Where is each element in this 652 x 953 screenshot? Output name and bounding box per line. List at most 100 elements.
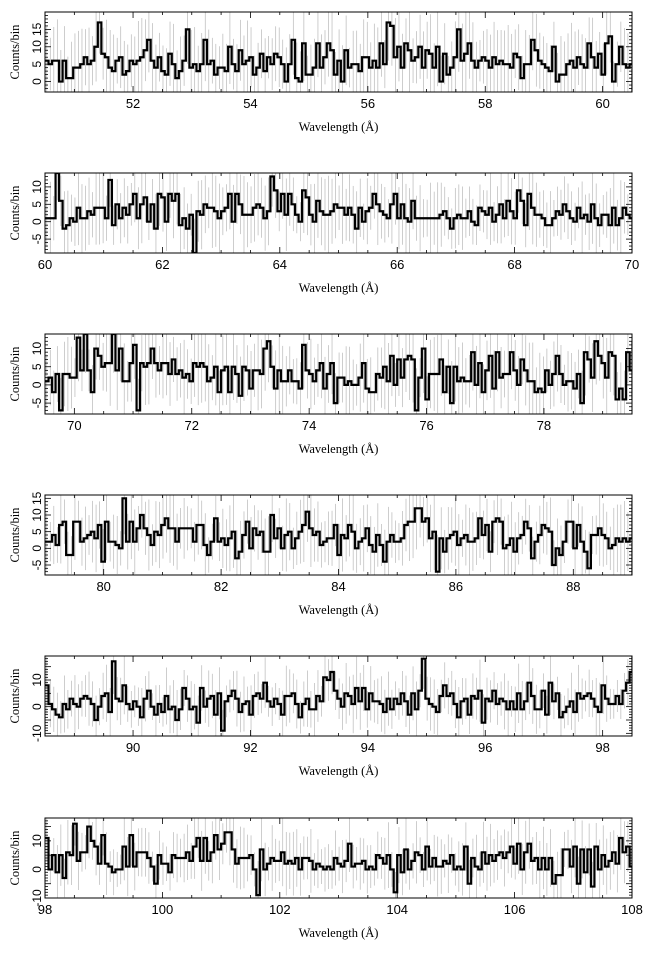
y-tick-label: -10 (30, 724, 44, 742)
y-tick-label: 0 (30, 866, 44, 873)
y-tick-label: 5 (30, 61, 44, 68)
y-tick-label: 15 (30, 491, 44, 505)
plot-area (45, 818, 632, 898)
x-tick-label: 78 (537, 418, 551, 433)
y-ticks: -10 0 10 (30, 817, 632, 907)
y-tick-label: 5 (30, 528, 44, 535)
x-tick-label: 56 (361, 96, 375, 111)
x-tick-label: 58 (478, 96, 492, 111)
x-tick-label: 82 (214, 579, 228, 594)
y-ticks: -5 0 5 10 (30, 172, 632, 254)
x-tick-label: 66 (390, 257, 404, 272)
plot-area (45, 495, 632, 575)
y-ticks: -5 0 5 10 (30, 333, 632, 415)
y-tick-label: 15 (30, 22, 44, 36)
y-tick-label: 0 (30, 218, 44, 225)
y-tick-label: 5 (30, 363, 44, 370)
x-tick-label: 108 (621, 902, 643, 917)
y-tick-label: -10 (30, 889, 44, 907)
x-tick-label: 60 (38, 257, 52, 272)
error-bars (46, 656, 632, 736)
x-tick-label: 98 (595, 740, 609, 755)
y-tick-label: -5 (30, 233, 44, 244)
x-tick-label: 62 (155, 257, 169, 272)
y-axis-title: Counts/bin (8, 668, 22, 724)
y-tick-label: 0 (30, 545, 44, 552)
y-tick-label: 5 (30, 201, 44, 208)
y-axis-title: Counts/bin (8, 346, 22, 402)
x-tick-label: 76 (419, 418, 433, 433)
x-ticks: 80 82 84 86 88 (44, 495, 633, 594)
y-tick-label: -5 (30, 559, 44, 570)
x-tick-label: 84 (331, 579, 345, 594)
y-ticks: -5 0 5 10 15 (30, 491, 632, 576)
x-tick-label: 94 (361, 740, 375, 755)
y-axis-title: Counts/bin (8, 185, 22, 241)
counts-histogram (45, 657, 632, 732)
x-tick-label: 90 (126, 740, 140, 755)
x-tick-label: 70 (67, 418, 81, 433)
y-tick-label: 0 (30, 78, 44, 85)
counts-histogram (45, 497, 632, 573)
x-axis-title: Wavelength (Å) (299, 764, 379, 778)
x-tick-label: 104 (386, 902, 408, 917)
x-tick-label: 68 (507, 257, 521, 272)
x-tick-label: 64 (273, 257, 287, 272)
x-tick-label: 98 (38, 902, 52, 917)
x-tick-label: 52 (126, 96, 140, 111)
counts-histogram (45, 334, 632, 412)
plot-area (45, 173, 632, 253)
x-tick-label: 96 (478, 740, 492, 755)
x-tick-label: 60 (595, 96, 609, 111)
y-tick-label: 10 (30, 508, 44, 522)
x-axis-title: Wavelength (Å) (299, 120, 379, 134)
x-tick-label: 72 (185, 418, 199, 433)
panel-5: 90 92 94 96 98 -10 0 10 Wavelength (Å) Counts/bin (8, 655, 633, 778)
x-tick-label: 92 (243, 740, 257, 755)
x-ticks: 90 92 94 96 98 (44, 656, 633, 755)
x-ticks: 70 72 74 76 78 (44, 334, 633, 433)
y-tick-label: 0 (30, 703, 44, 710)
x-axis-title: Wavelength (Å) (299, 926, 379, 940)
x-ticks: 52 54 56 58 60 (44, 12, 633, 111)
axis-frame (44, 172, 633, 254)
x-ticks: 60 62 64 66 68 70 (38, 173, 639, 272)
y-tick-label: 10 (30, 180, 44, 194)
y-axis-title: Counts/bin (8, 507, 22, 563)
x-tick-label: 100 (152, 902, 174, 917)
x-tick-label: 80 (96, 579, 110, 594)
y-axis-title: Counts/bin (8, 830, 22, 886)
counts-histogram (45, 21, 632, 83)
y-axis-title: Counts/bin (8, 24, 22, 80)
x-tick-label: 88 (566, 579, 580, 594)
axis-frame (44, 655, 633, 737)
x-axis-title: Wavelength (Å) (299, 281, 379, 295)
x-tick-label: 102 (269, 902, 291, 917)
x-axis-title: Wavelength (Å) (299, 603, 379, 617)
y-tick-label: 0 (30, 381, 44, 388)
panel-4: 80 82 84 86 88 -5 0 5 10 15 Wavelength (Å) Counts/b… (8, 491, 633, 617)
y-tick-label: 10 (30, 834, 44, 848)
panel-3: 70 72 74 76 78 -5 0 5 10 Wavelength (Å) Counts/bin (8, 333, 633, 456)
y-tick-label: -5 (30, 397, 44, 408)
x-tick-label: 74 (302, 418, 316, 433)
x-axis-title: Wavelength (Å) (299, 442, 379, 456)
x-tick-label: 106 (504, 902, 526, 917)
y-ticks: -10 0 10 (30, 655, 632, 742)
y-tick-label: 10 (30, 673, 44, 687)
panel-6: 98 100 102 104 106 108 -10 0 10 Wavelength (Å) Cou… (8, 817, 643, 940)
counts-histogram (45, 173, 632, 253)
counts-histogram (45, 822, 632, 897)
panel-1: 52 54 56 58 60 0 5 10 15 Wavelength (Å) Counts/bin (8, 11, 633, 134)
x-ticks: 98 100 102 104 106 108 (38, 818, 643, 917)
plot-area (45, 12, 632, 92)
y-tick-label: 10 (30, 40, 44, 54)
plot-area (45, 334, 632, 414)
x-tick-label: 70 (625, 257, 639, 272)
x-tick-label: 86 (449, 579, 463, 594)
y-tick-label: 10 (30, 342, 44, 356)
panel-2: 60 62 64 66 68 70 -5 0 5 10 Wavelength (Å) Counts/b… (8, 172, 639, 295)
plot-area (45, 656, 632, 736)
